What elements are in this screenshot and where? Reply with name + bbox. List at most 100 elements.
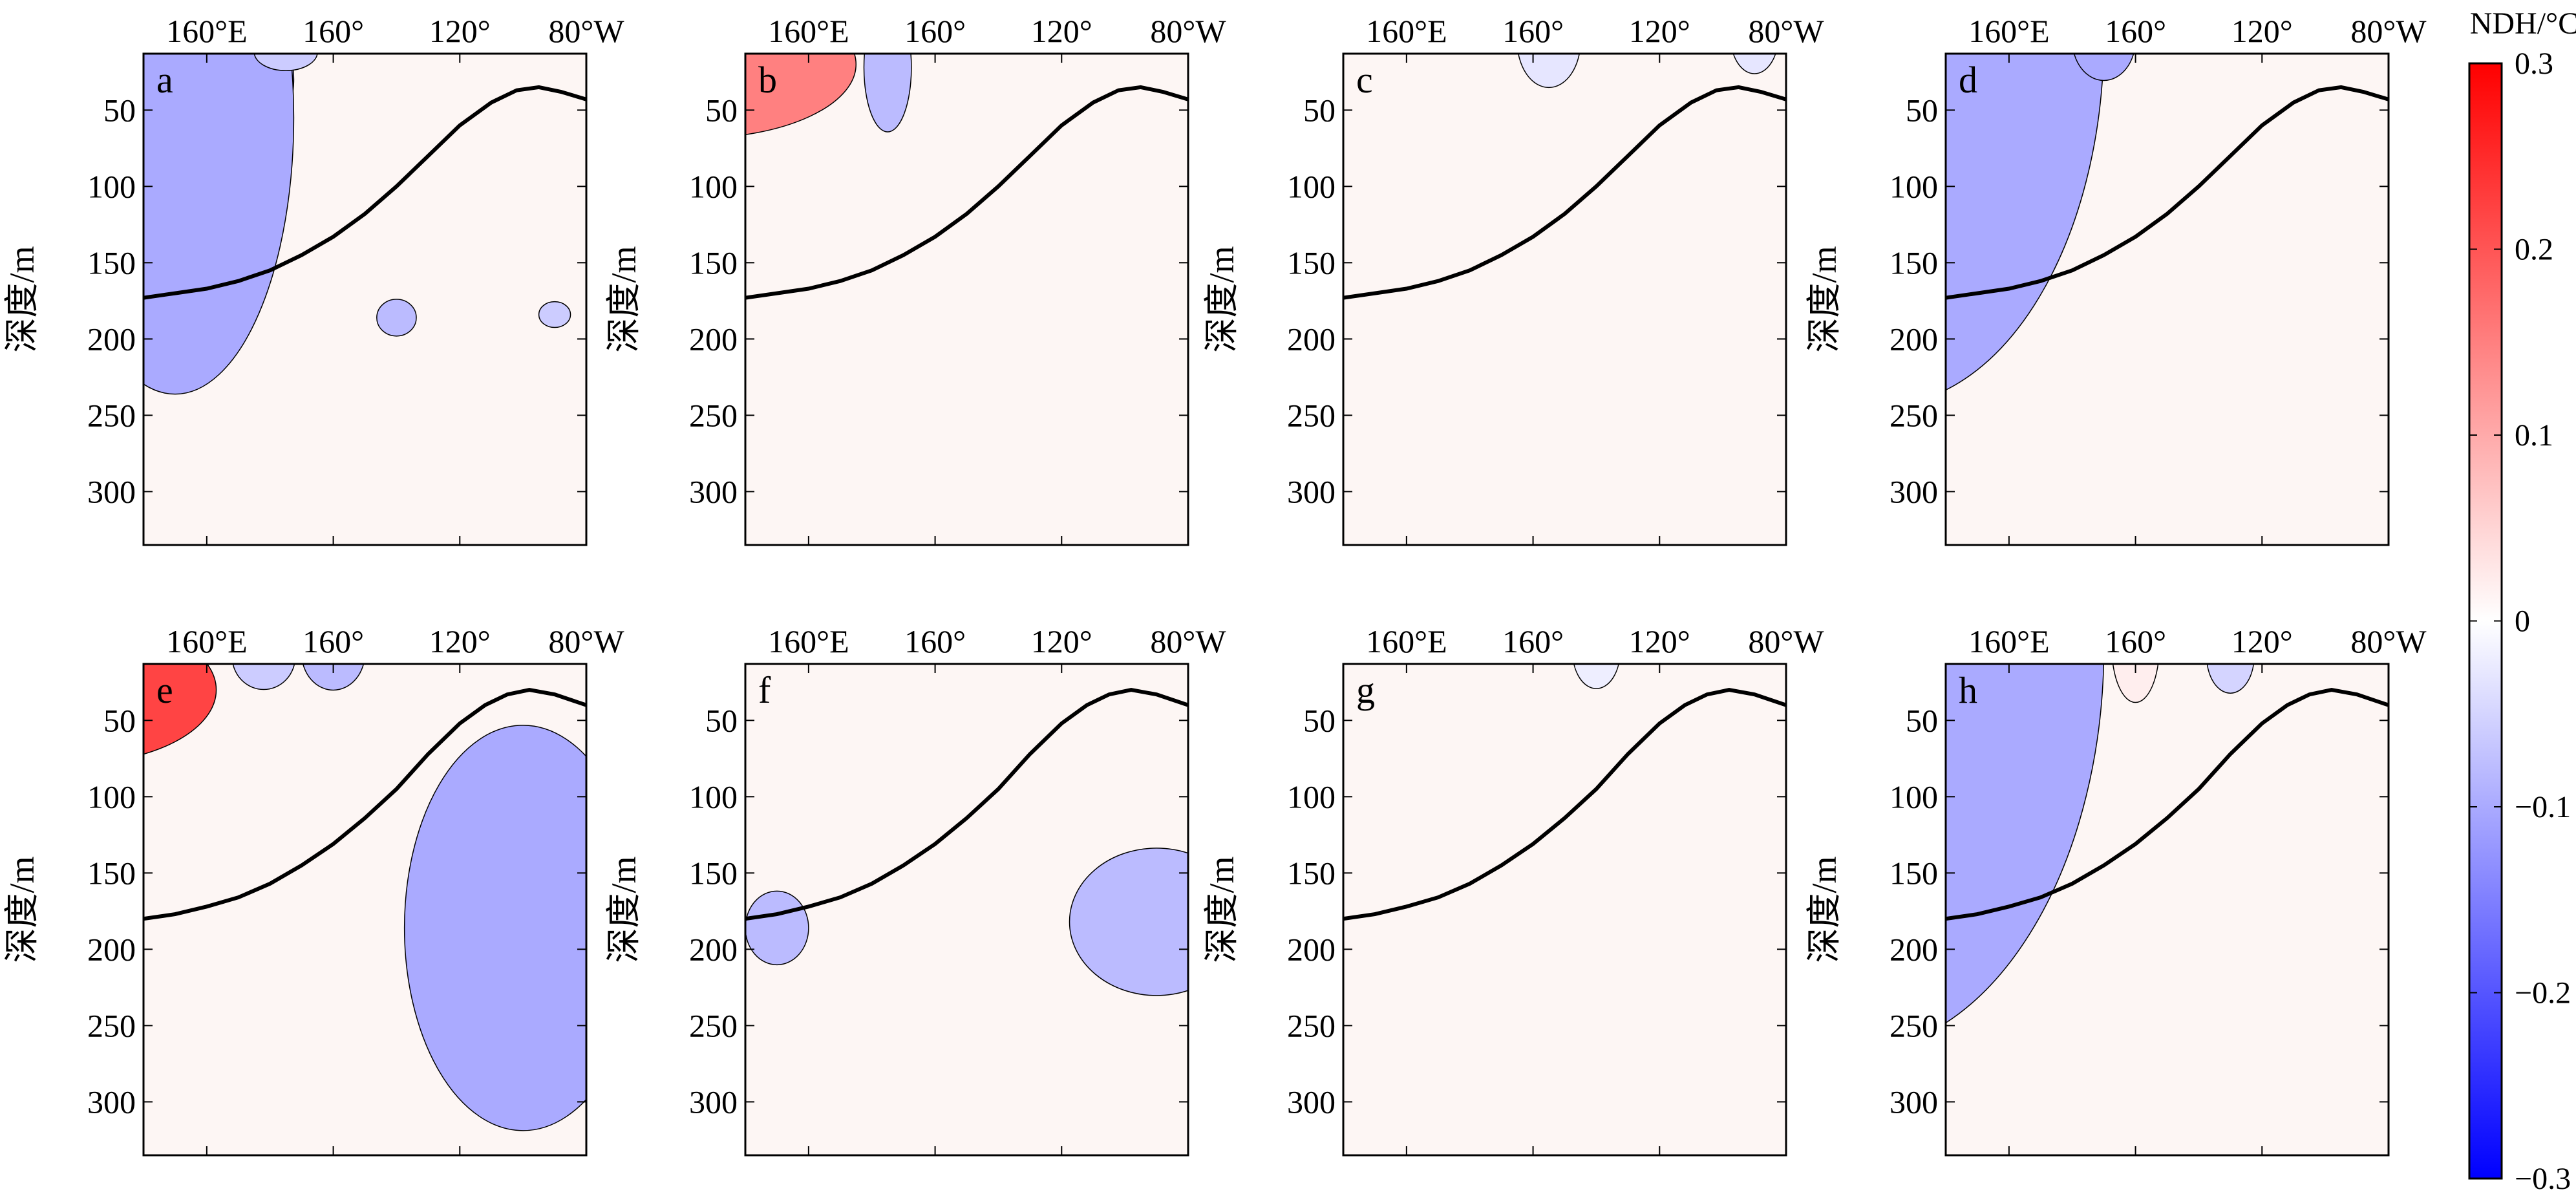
y-tick-label: 100 xyxy=(1287,168,1336,204)
panel-background xyxy=(745,54,1188,545)
panel-background xyxy=(1343,664,1786,1155)
x-tick-label: 80°W xyxy=(548,623,624,659)
field-group xyxy=(0,610,586,1131)
y-tick-label: 150 xyxy=(689,244,738,281)
y-tick-label: 100 xyxy=(689,168,738,204)
y-tick-label: 300 xyxy=(87,473,136,509)
contour-region xyxy=(1946,54,2104,390)
panel-frame xyxy=(1944,663,2390,1157)
x-tick-label: 160° xyxy=(303,13,364,49)
contour-region xyxy=(403,725,586,1131)
colorbar-title: NDH/°C xyxy=(2470,6,2576,41)
thermocline-line xyxy=(1343,688,1786,921)
contour-region xyxy=(745,54,857,135)
colorbar-tick-label: 0 xyxy=(2515,604,2530,639)
y-tick-label: 150 xyxy=(1889,855,1938,891)
panel-h: h 160°E 160° 120° 80°W 50 100 150 200 250 300 深度/m xyxy=(1805,623,2427,1157)
y-tick-label: 50 xyxy=(705,702,738,738)
y-tick-label: 50 xyxy=(1906,702,1938,738)
contour-region xyxy=(2432,0,2471,78)
contour-region xyxy=(745,890,809,966)
field-group xyxy=(144,54,586,395)
x-tick-label: 120° xyxy=(2231,623,2293,659)
colorbar-tick-label: 0.2 xyxy=(2515,233,2553,267)
x-tick-label: 160° xyxy=(1502,13,1564,49)
y-tick-label: 250 xyxy=(1889,397,1938,433)
contour-region xyxy=(144,664,217,755)
x-tick-label: 160°E xyxy=(768,623,849,659)
field-group xyxy=(1343,54,1786,300)
contour-region xyxy=(1069,848,1188,996)
field-group xyxy=(745,54,1188,300)
x-tick-label: 80°W xyxy=(2350,623,2427,659)
y-tick-label: 200 xyxy=(87,931,136,967)
panel-background xyxy=(1343,54,1786,545)
x-tick-label: 160°E xyxy=(1366,13,1447,49)
panel-e: e 160°E 160° 120° 80°W 50 100 150 200 250 300 深度/m xyxy=(0,610,624,1157)
y-tick-label: 250 xyxy=(1287,1007,1336,1043)
y-tick-label: 300 xyxy=(1889,1084,1938,1120)
panel-frame xyxy=(1944,52,2390,546)
y-tick-label: 200 xyxy=(87,321,136,357)
y-tick-label: 250 xyxy=(689,397,738,433)
thermocline-line xyxy=(745,85,1188,300)
y-tick-label: 250 xyxy=(1287,397,1336,433)
x-tick-label: 160° xyxy=(904,13,966,49)
x-tick-label: 160° xyxy=(2105,623,2166,659)
contour-region xyxy=(0,610,33,831)
y-axis-label: 深度/m xyxy=(1805,246,1844,352)
y-tick-label: 200 xyxy=(689,321,738,357)
contour-region xyxy=(2073,54,2134,81)
x-tick-label: 160°E xyxy=(1968,13,2050,49)
x-tick-label: 160°E xyxy=(166,13,248,49)
contour-region xyxy=(2206,664,2255,694)
y-tick-label: 250 xyxy=(689,1007,738,1043)
field-group xyxy=(1946,0,2471,390)
panel-d: d 160°E 160° 120° 80°W 50 100 150 200 250 300 深度/m xyxy=(1805,0,2471,546)
y-tick-label: 150 xyxy=(1287,244,1336,281)
contour-region xyxy=(302,664,365,691)
y-tick-label: 250 xyxy=(87,397,136,433)
y-tick-label: 200 xyxy=(1889,321,1938,357)
panel-frame xyxy=(744,52,1189,546)
colorbar-tick-label: 0.3 xyxy=(2515,47,2553,81)
y-tick-label: 250 xyxy=(87,1007,136,1043)
y-tick-label: 300 xyxy=(1287,473,1336,509)
colorbar-tick-label: −0.3 xyxy=(2515,1162,2571,1196)
x-tick-label: 120° xyxy=(1031,623,1092,659)
panel-f: f 160°E 160° 120° 80°W 50 100 150 200 250 300 深度/m xyxy=(604,623,1226,1157)
y-tick-label: 150 xyxy=(1889,244,1938,281)
panel-letter: a xyxy=(156,59,173,101)
panel-letter: b xyxy=(758,59,777,101)
y-tick-label: 100 xyxy=(689,778,738,815)
colorbar: 0.3 0.2 0.1 0 −0.1 −0.2 −0.3 NDH/°C xyxy=(2468,6,2576,1196)
y-tick-label: 200 xyxy=(1287,321,1336,357)
x-tick-label: 80°W xyxy=(1150,13,1226,49)
y-axis-label: 深度/m xyxy=(1805,856,1844,963)
y-tick-label: 300 xyxy=(689,473,738,509)
y-axis-label: 深度/m xyxy=(3,856,41,963)
contour-region xyxy=(1732,54,1776,74)
x-tick-label: 80°W xyxy=(1150,623,1226,659)
y-tick-label: 50 xyxy=(705,92,738,128)
y-tick-label: 200 xyxy=(689,931,738,967)
y-axis-label: 深度/m xyxy=(3,246,41,352)
y-tick-label: 100 xyxy=(1889,778,1938,815)
contour-region xyxy=(376,299,417,337)
y-tick-label: 50 xyxy=(1303,92,1336,128)
panel-frame xyxy=(1342,52,1787,546)
panel-letter: c xyxy=(1356,59,1373,101)
panel-frame xyxy=(142,663,588,1157)
y-tick-label: 150 xyxy=(87,855,136,891)
y-tick-label: 300 xyxy=(689,1084,738,1120)
panel-a: a 160°E 160° 120° 80°W 50 100 150 200 250 300 深度/m xyxy=(3,13,624,546)
y-axis-label: 深度/m xyxy=(1202,246,1241,352)
thermocline-line xyxy=(144,688,586,921)
field-group xyxy=(1343,664,1786,921)
y-tick-label: 300 xyxy=(87,1084,136,1120)
x-tick-label: 160°E xyxy=(166,623,248,659)
x-tick-label: 80°W xyxy=(548,13,624,49)
panel-c: c 160°E 160° 120° 80°W 50 100 150 200 250 300 深度/m xyxy=(1202,13,1824,546)
contour-region xyxy=(863,54,912,133)
